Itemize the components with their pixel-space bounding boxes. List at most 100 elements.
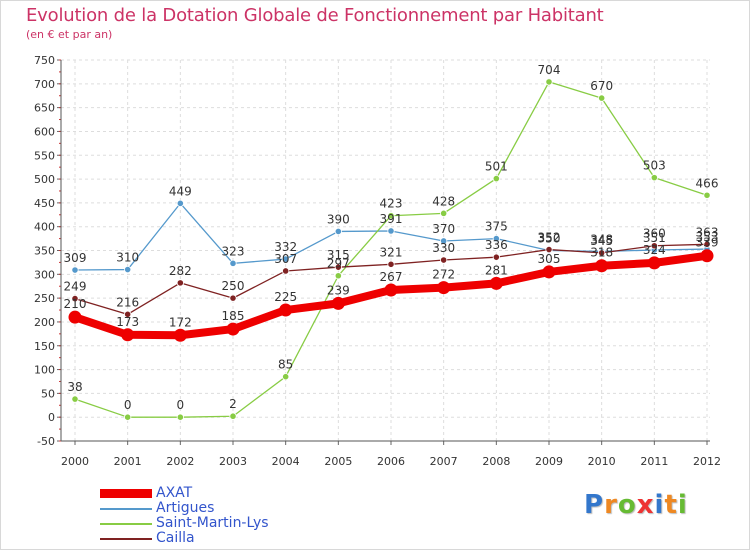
data-label: 332 (274, 240, 297, 254)
data-label: 336 (485, 238, 508, 252)
data-label: 352 (538, 231, 561, 245)
data-point (595, 259, 609, 273)
logo-letter: x (636, 490, 655, 520)
data-point (489, 276, 503, 290)
data-point (68, 310, 82, 324)
y-tick-label: 300 (34, 268, 55, 281)
data-label: 38 (67, 380, 82, 394)
data-point (387, 227, 395, 235)
data-point (492, 174, 500, 183)
y-tick-label: 100 (34, 364, 55, 377)
legend-label: AXAT (156, 485, 193, 501)
data-label: 272 (432, 268, 455, 282)
data-point (542, 265, 556, 279)
data-point (71, 395, 79, 403)
data-label: 324 (643, 243, 666, 257)
legend-swatch (100, 489, 152, 498)
logo-letter: o (617, 490, 637, 520)
data-label: 670 (590, 79, 613, 93)
data-point (282, 373, 290, 381)
data-point (173, 328, 187, 342)
data-label: 321 (380, 245, 403, 259)
y-tick-label: 150 (34, 340, 55, 353)
data-point (229, 412, 237, 420)
data-point (124, 265, 132, 274)
data-label: 375 (485, 220, 508, 234)
data-label: 350 (538, 232, 561, 246)
data-point (440, 256, 448, 264)
x-tick-label: 2006 (377, 455, 405, 468)
x-tick-label: 2012 (693, 455, 721, 468)
y-tick-label: 50 (41, 387, 55, 400)
legend-swatch (100, 523, 152, 525)
data-label: 249 (64, 280, 87, 294)
data-label: 363 (696, 225, 719, 239)
x-tick-label: 2011 (640, 455, 668, 468)
logo-letter: r (604, 490, 618, 520)
data-point (384, 283, 398, 297)
y-tick-label: -50 (37, 435, 55, 448)
data-label: 330 (432, 241, 455, 255)
data-point (229, 294, 237, 302)
data-point (598, 94, 606, 102)
data-label: 501 (485, 160, 508, 174)
data-label: 360 (643, 227, 666, 241)
data-point (387, 212, 395, 220)
data-point (282, 255, 290, 263)
data-point (124, 413, 132, 421)
x-tick-label: 2000 (61, 455, 89, 468)
data-point (334, 263, 342, 271)
logo-letter: P (584, 490, 605, 520)
data-point (440, 237, 448, 245)
data-point (437, 281, 451, 295)
data-point (331, 296, 345, 310)
data-label: 210 (64, 297, 87, 311)
logo-letter: i (654, 490, 665, 520)
legend-label: Cailla (156, 530, 195, 546)
data-point (229, 259, 237, 267)
data-label: 281 (485, 263, 508, 277)
data-point (282, 267, 290, 275)
data-point (598, 249, 606, 257)
data-label: 348 (590, 232, 613, 246)
data-label: 310 (116, 251, 139, 265)
data-point (545, 78, 553, 86)
data-label: 315 (327, 248, 350, 262)
data-point (492, 234, 500, 243)
y-tick-label: 450 (34, 197, 55, 210)
data-point (703, 240, 711, 248)
data-point (440, 209, 448, 217)
legend-label: Artigues (156, 500, 215, 516)
chart-title: Evolution de la Dotation Globale de Fonc… (26, 5, 604, 26)
data-label: 339 (696, 236, 719, 250)
data-label: 173 (116, 315, 139, 329)
data-point (492, 253, 500, 261)
data-label: 323 (222, 244, 245, 258)
data-label: 370 (432, 222, 455, 236)
data-label: 704 (538, 63, 561, 77)
data-point (700, 249, 714, 263)
y-tick-label: 750 (34, 54, 55, 67)
data-point (650, 242, 658, 250)
data-label: 351 (643, 231, 666, 245)
chart-subtitle: (en € et par an) (26, 28, 113, 41)
data-label: 305 (538, 252, 561, 266)
logo-letter: t (664, 490, 678, 520)
legend-swatch (100, 538, 152, 540)
data-point (121, 328, 135, 342)
data-label: 449 (169, 184, 192, 198)
x-tick-label: 2004 (272, 455, 300, 468)
y-tick-label: 0 (48, 411, 55, 424)
logo-letter: i (677, 490, 688, 520)
data-label: 428 (432, 194, 455, 208)
data-label: 423 (380, 197, 403, 211)
data-label: 185 (222, 309, 245, 323)
data-label: 282 (169, 264, 192, 278)
data-point (545, 245, 553, 254)
data-label: 239 (327, 283, 350, 297)
data-label: 345 (590, 234, 613, 248)
data-label: 353 (696, 230, 719, 244)
y-tick-label: 350 (34, 245, 55, 258)
data-label: 216 (116, 295, 139, 309)
